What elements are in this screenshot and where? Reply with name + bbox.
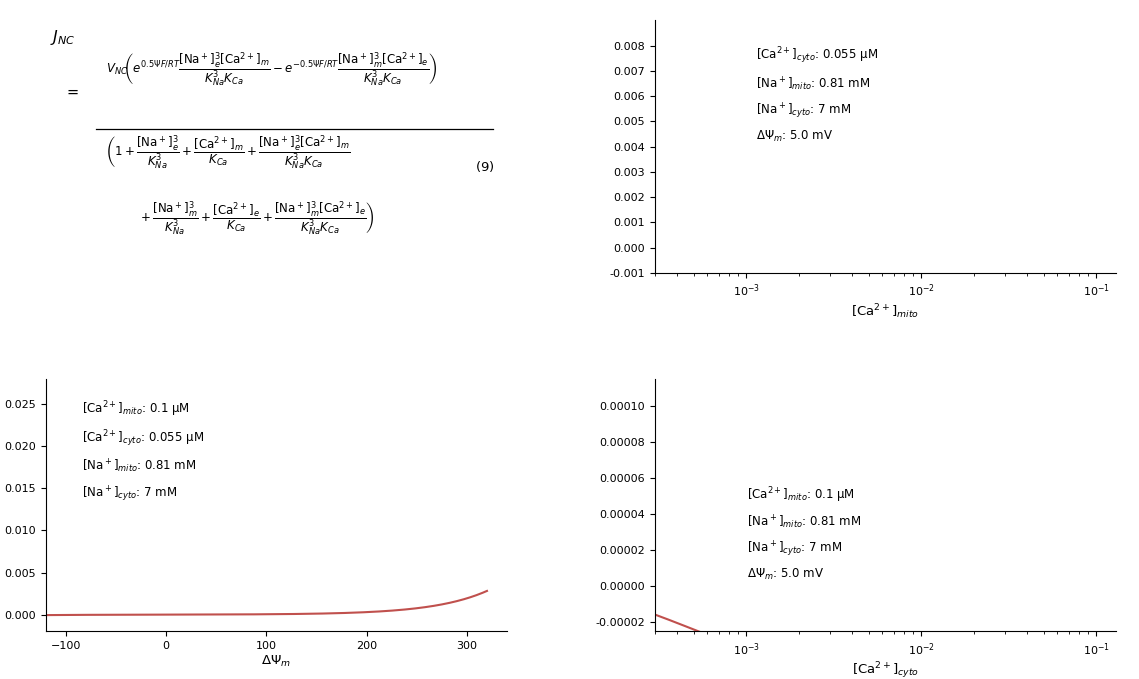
Text: $J_{NC}$: $J_{NC}$	[50, 28, 75, 47]
Text: [Ca$^{2+}$]$_{mito}$: 0.1 μM
[Na$^+$]$_{mito}$: 0.81 mM
[Na$^+$]$_{cyto}$: 7 mM
: [Ca$^{2+}$]$_{mito}$: 0.1 μM [Na$^+$]$_{…	[747, 485, 861, 582]
Text: $\left. + \dfrac{[\mathrm{Na}^+]_m^3}{K_{Na}^3} + \dfrac{[\mathrm{Ca}^{2+}]_e}{K: $\left. + \dfrac{[\mathrm{Na}^+]_m^3}{K_…	[138, 200, 375, 238]
Text: $\left(1 + \dfrac{[\mathrm{Na}^+]_e^3}{K_{Na}^3} + \dfrac{[\mathrm{Ca}^{2+}]_m}{: $\left(1 + \dfrac{[\mathrm{Na}^+]_e^3}{K…	[106, 134, 350, 172]
Text: [Ca$^{2+}$]$_{cyto}$: 0.055 μM
[Na$^+$]$_{mito}$: 0.81 mM
[Na$^+$]$_{cyto}$: 7 m: [Ca$^{2+}$]$_{cyto}$: 0.055 μM [Na$^+$]$…	[756, 45, 878, 144]
Text: $V_{NC}\!\left(e^{0.5\Psi F/RT}\dfrac{[\mathrm{Na}^+]_e^3[\mathrm{Ca}^{2+}]_m}{K: $V_{NC}\!\left(e^{0.5\Psi F/RT}\dfrac{[\…	[106, 51, 437, 89]
X-axis label: [Ca$^{2+}$]$_{mito}$: [Ca$^{2+}$]$_{mito}$	[852, 302, 919, 320]
X-axis label: [Ca$^{2+}$]$_{cyto}$: [Ca$^{2+}$]$_{cyto}$	[852, 661, 919, 679]
Text: $(9)$: $(9)$	[475, 160, 494, 175]
Text: [Ca$^{2+}$]$_{mito}$: 0.1 μM
[Ca$^{2+}$]$_{cyto}$: 0.055 μM
[Na$^+$]$_{mito}$: 0: [Ca$^{2+}$]$_{mito}$: 0.1 μM [Ca$^{2+}$]…	[82, 399, 205, 504]
Text: $=$: $=$	[64, 84, 80, 98]
X-axis label: ΔΨ$_m$: ΔΨ$_m$	[261, 654, 292, 669]
